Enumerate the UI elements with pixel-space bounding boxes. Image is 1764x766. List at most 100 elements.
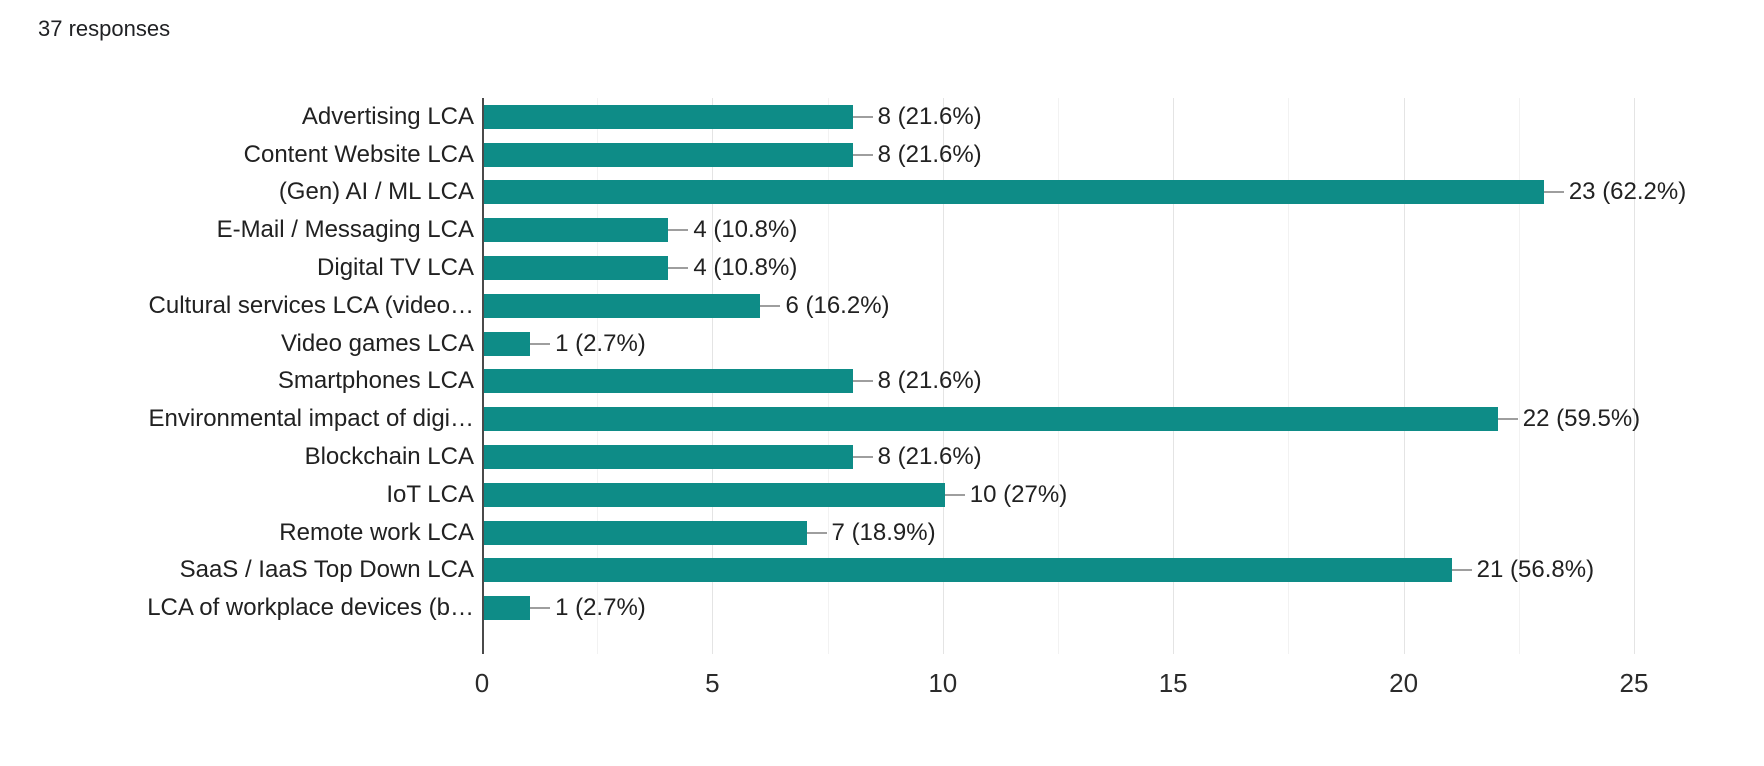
value-label: 6 (16.2%) (785, 291, 890, 319)
bar-track: 4 (10.8%) (482, 249, 1764, 287)
category-label: Remote work LCA (279, 518, 474, 546)
value-label: 8 (21.6%) (877, 443, 982, 471)
chart-row: SaaS / IaaS Top Down LCA 21 (56.8%) (0, 552, 1764, 590)
bar-annotation: 7 (18.9%) (806, 514, 936, 552)
category-label: SaaS / IaaS Top Down LCA (179, 556, 474, 584)
category-label: E-Mail / Messaging LCA (216, 216, 474, 244)
gridline (1288, 98, 1290, 654)
value-label: 21 (56.8%) (1476, 556, 1595, 584)
bar-track: 4 (10.8%) (482, 211, 1764, 249)
annotation-connector-line (1543, 191, 1564, 194)
chart-row: LCA of workplace devices (b… 1 (2.7%) (0, 589, 1764, 627)
chart-row: (Gen) AI / ML LCA 23 (62.2%) (0, 174, 1764, 212)
bar (484, 218, 669, 243)
category-label: Content Website LCA (243, 140, 474, 168)
chart-row: Blockchain LCA 8 (21.6%) (0, 438, 1764, 476)
x-tick-label: 5 (705, 668, 720, 698)
chart-row: Environmental impact of digi… 22 (59.5%) (0, 400, 1764, 438)
chart-row: E-Mail / Messaging LCA 4 (10.8%) (0, 211, 1764, 249)
value-label: 23 (62.2%) (1568, 178, 1687, 206)
value-label: 8 (21.6%) (877, 367, 982, 395)
annotation-connector-line (668, 229, 689, 232)
gridline (1058, 98, 1059, 654)
bar-annotation: 4 (10.8%) (668, 249, 797, 287)
bar-annotation: 8 (21.6%) (852, 98, 982, 136)
category-label: Advertising LCA (301, 102, 474, 130)
gridline (1173, 98, 1175, 654)
annotation-connector-line (530, 342, 551, 345)
chart-row: Smartphones LCA 8 (21.6%) (0, 363, 1764, 401)
bar-annotation: 4 (10.8%) (668, 211, 797, 249)
gridline (1403, 98, 1405, 654)
bar-track: 23 (62.2%) (482, 174, 1764, 212)
x-tick-label: 15 (1158, 668, 1188, 698)
category-label: (Gen) AI / ML LCA (278, 178, 474, 206)
chart-rows: Advertising LCA 8 (21.6%) Content Website … (0, 98, 1764, 627)
value-label: 22 (59.5%) (1522, 405, 1641, 433)
bar (484, 482, 945, 507)
annotation-connector-line (668, 267, 689, 270)
bar (484, 520, 807, 545)
chart-row: Video games LCA 1 (2.7%) (0, 325, 1764, 363)
bar-track: 10 (27%) (482, 476, 1764, 514)
chart-row: Cultural services LCA (video… 6 (16.2%) (0, 287, 1764, 325)
bar (484, 596, 531, 621)
bar (484, 369, 853, 394)
chart-row: Advertising LCA 8 (21.6%) (0, 98, 1764, 136)
value-label: 8 (21.6%) (877, 102, 982, 130)
x-axis: 0 5 10 15 20 25 (475, 654, 1702, 704)
category-label: Environmental impact of digi… (148, 405, 474, 433)
chart-row: Remote work LCA 7 (18.9%) (0, 514, 1764, 552)
chart-row: Content Website LCA 8 (21.6%) (0, 136, 1764, 174)
bar-track: 8 (21.6%) (482, 136, 1764, 174)
category-label: Video games LCA (280, 329, 474, 357)
gridline (942, 98, 944, 654)
gridline (1634, 98, 1635, 654)
bar-track: 7 (18.9%) (482, 514, 1764, 552)
bar (484, 256, 669, 281)
bar (484, 331, 531, 356)
category-label: Blockchain LCA (304, 443, 474, 471)
value-label: 7 (18.9%) (831, 518, 936, 546)
bar-track: 6 (16.2%) (482, 287, 1764, 325)
y-axis-line (482, 98, 484, 654)
annotation-connector-line (806, 531, 827, 534)
bar-track: 8 (21.6%) (482, 98, 1764, 136)
category-label: Digital TV LCA (317, 254, 474, 282)
annotation-connector-line (530, 607, 551, 610)
bar (484, 142, 853, 167)
value-label: 1 (2.7%) (555, 329, 646, 357)
chart-row: Digital TV LCA 4 (10.8%) (0, 249, 1764, 287)
bar (484, 104, 853, 129)
annotation-connector-line (1497, 418, 1518, 421)
bar (484, 407, 1498, 432)
bar-annotation: 1 (2.7%) (530, 325, 646, 363)
annotation-connector-line (760, 304, 781, 307)
annotation-connector-line (1451, 569, 1472, 572)
x-tick-label: 25 (1619, 668, 1649, 698)
bar (484, 180, 1544, 205)
bar-annotation: 22 (59.5%) (1497, 400, 1641, 438)
bar-track: 21 (56.8%) (482, 552, 1764, 590)
x-tick-label: 20 (1389, 668, 1419, 698)
bar-track: 22 (59.5%) (482, 400, 1764, 438)
annotation-connector-line (852, 115, 873, 118)
bar-track: 8 (21.6%) (482, 438, 1764, 476)
bar-annotation: 8 (21.6%) (852, 136, 982, 174)
value-label: 1 (2.7%) (555, 594, 646, 622)
bar-annotation: 23 (62.2%) (1543, 174, 1687, 212)
x-tick-label: 0 (474, 668, 490, 698)
annotation-connector-line (852, 153, 873, 156)
annotation-connector-line (852, 456, 873, 459)
value-label: 8 (21.6%) (877, 140, 982, 168)
gridline (1518, 98, 1520, 654)
bar-annotation: 21 (56.8%) (1451, 552, 1595, 590)
bar (484, 445, 853, 470)
bar (484, 558, 1452, 583)
bar-track: 1 (2.7%) (482, 589, 1764, 627)
value-label: 4 (10.8%) (693, 254, 798, 282)
bar-chart: Advertising LCA 8 (21.6%) Content Website … (0, 98, 1764, 718)
bar-annotation: 6 (16.2%) (760, 287, 890, 325)
bar-annotation: 1 (2.7%) (530, 589, 646, 627)
